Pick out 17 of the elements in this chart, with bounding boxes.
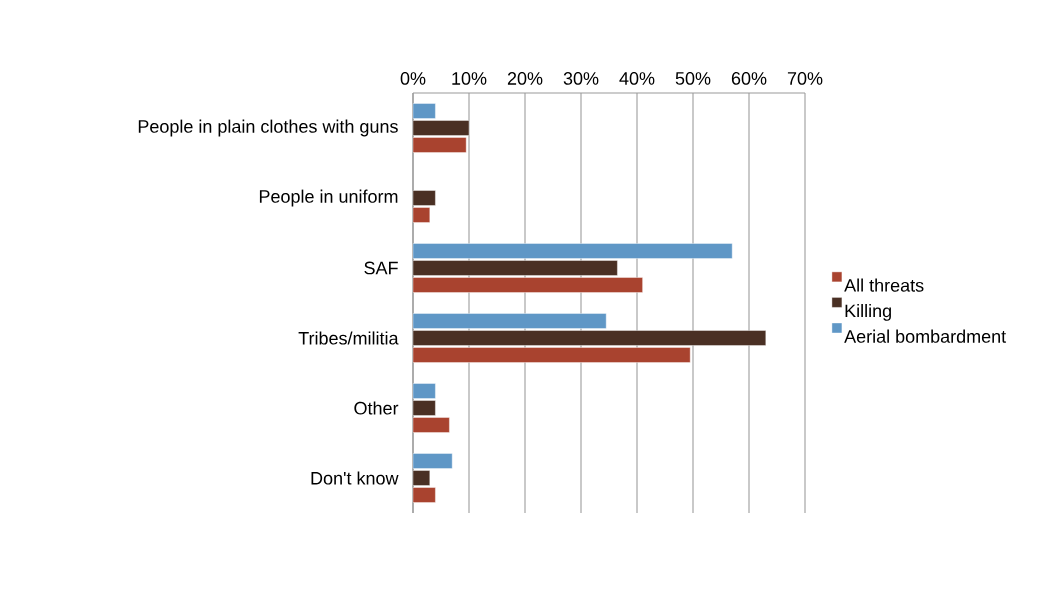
legend-label: All threats [844, 278, 924, 292]
y-tick-label: Tribes/militia [298, 331, 399, 345]
legend-label: Killing [845, 304, 891, 321]
x-tick-label: 70% [787, 72, 823, 85]
x-tick-label: 0% [400, 72, 426, 85]
y-tick-label: Don't know [311, 471, 399, 485]
legend-label: Aerial bombardment [844, 329, 1007, 343]
x-tick-label: 20% [507, 72, 543, 85]
y-tick-label: SAF [364, 261, 398, 275]
x-tick-label: 60% [731, 72, 767, 85]
x-tick-label: 30% [563, 72, 599, 85]
y-tick-label: Other [354, 401, 399, 415]
y-tick-label: People in uniform [259, 189, 398, 207]
x-tick-label: 10% [452, 72, 487, 85]
y-tick-label: People in plain clothes with guns [138, 119, 398, 137]
x-tick-label: 40% [619, 72, 655, 85]
x-tick-label: 50% [675, 72, 711, 85]
